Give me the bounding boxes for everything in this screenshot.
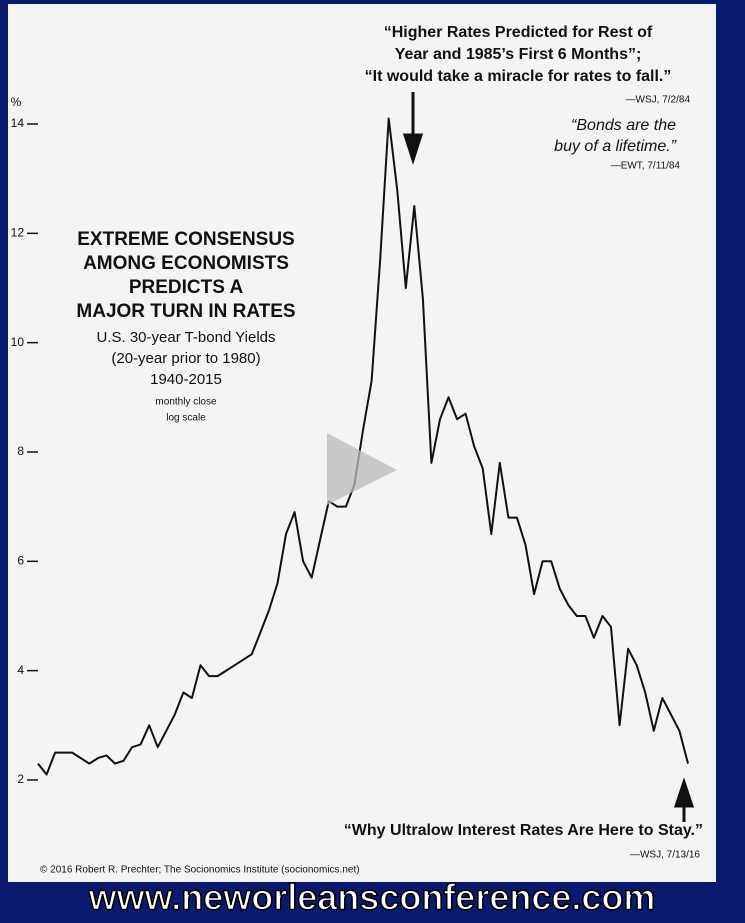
yield-line bbox=[37, 117, 689, 776]
title-line: PREDICTS A bbox=[129, 277, 244, 298]
plot: % 2 4 6 8 10 12 14 EXTREME CONSENSUS AMONG ECONOM… bbox=[11, 24, 703, 875]
chart-panel bbox=[8, 4, 716, 882]
arrow-down bbox=[402, 92, 424, 165]
y-tick-label: 12 bbox=[11, 225, 25, 239]
y-tick-label: 6 bbox=[17, 553, 24, 567]
note-line: log scale bbox=[166, 413, 206, 424]
annotation-source: —WSJ, 7/13/16 bbox=[630, 850, 700, 861]
subtitle-line: U.S. 30-year T-bond Yields bbox=[97, 329, 276, 346]
annotation-line: “Why Ultralow Interest Rates Are Here to… bbox=[344, 822, 703, 839]
note-line: monthly close bbox=[155, 397, 217, 408]
annotation-line: Year and 1985’s First 6 Months”; bbox=[395, 46, 642, 63]
play-button[interactable] bbox=[327, 433, 397, 505]
y-tick-label: 10 bbox=[11, 335, 25, 349]
subtitle-line: (20-year prior to 1980) bbox=[111, 350, 260, 367]
annotation-line: “Higher Rates Predicted for Rest of bbox=[384, 24, 653, 41]
credit: © 2016 Robert R. Prechter; The Socionomi… bbox=[40, 865, 360, 876]
y-tick-label: 2 bbox=[17, 772, 24, 786]
title-line: EXTREME CONSENSUS bbox=[77, 229, 294, 250]
y-axis-label: % bbox=[11, 95, 22, 109]
title-line: AMONG ECONOMISTS bbox=[83, 253, 289, 274]
annotation-line: “Bonds are the bbox=[571, 117, 676, 134]
annotation-line: “It would take a miracle for rates to fa… bbox=[365, 68, 672, 85]
annotation-line: buy of a lifetime.” bbox=[554, 138, 677, 155]
annotation-source: —EWT, 7/11/84 bbox=[611, 161, 681, 172]
y-tick-label: 8 bbox=[17, 444, 24, 458]
title-line: MAJOR TURN IN RATES bbox=[76, 301, 295, 322]
watermark: www.neworleansconference.com bbox=[88, 877, 656, 918]
y-tick-label: 14 bbox=[11, 116, 25, 130]
annotation-source: —WSJ, 7/2/84 bbox=[626, 95, 691, 106]
subtitle-line: 1940-2015 bbox=[150, 371, 222, 388]
arrow-up bbox=[673, 777, 695, 822]
y-tick-label: 4 bbox=[17, 663, 24, 677]
